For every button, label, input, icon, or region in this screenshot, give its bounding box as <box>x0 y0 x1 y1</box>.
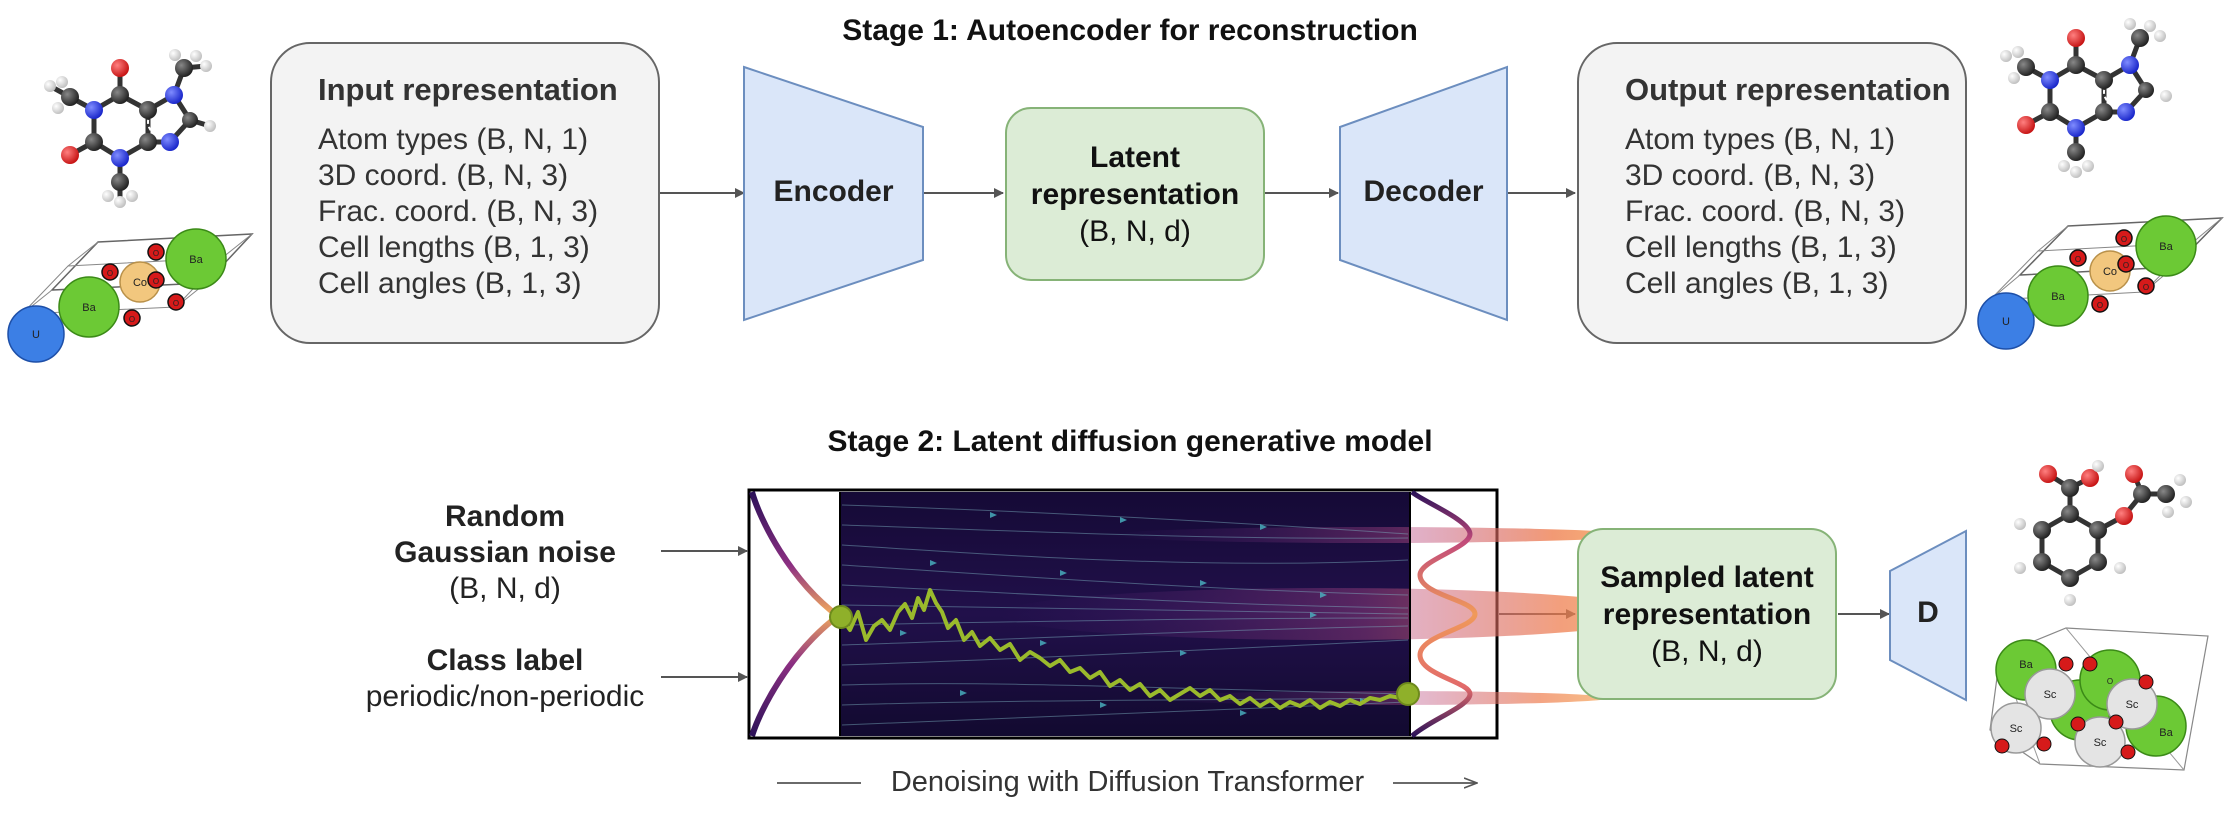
atom-label-o: O <box>2121 235 2127 244</box>
atom-label-sc: Sc <box>2094 737 2107 749</box>
atom-label-o: O <box>173 299 179 308</box>
flow-arrowheads <box>900 512 1367 716</box>
atom-label-ba: Ba <box>82 302 96 314</box>
atom-label-u: U <box>32 329 40 341</box>
atom-label-o: O <box>2097 301 2103 310</box>
atom-label-co: Co <box>2103 266 2117 278</box>
input-representation-box: Input representation Atom types (B, N, 1… <box>270 42 660 344</box>
d-decoder-trapezoid <box>1889 529 1967 702</box>
d-label: D <box>1917 596 1939 629</box>
output-heading: Output representation <box>1625 72 1951 107</box>
molecule-output-caffeine <box>2000 18 2172 178</box>
latent-line2: representation <box>1030 177 1240 211</box>
output-row: 3D coord. (B, N, 3) <box>1625 159 1876 192</box>
output-representation-box: Output representation Atom types (B, N, … <box>1577 42 1967 344</box>
decoder-label: Decoder <box>1363 175 1484 208</box>
atom-label-o: O <box>153 277 159 286</box>
output-row: Cell lengths (B, 1, 3) <box>1625 231 1897 264</box>
denoising-trajectory <box>839 588 1409 710</box>
latent-representation-box: Latent representation (B, N, d) <box>1005 107 1265 281</box>
trajectory-end-point <box>1396 682 1420 706</box>
right-multimodal-curve <box>1410 490 1478 738</box>
atom-label-ba: Ba <box>2019 659 2033 671</box>
input-row: Frac. coord. (B, N, 3) <box>318 195 599 228</box>
atom-label-o: O <box>129 315 135 324</box>
crystal-output <box>1977 215 2224 350</box>
atom-label-u: U <box>2002 316 2010 328</box>
output-row: Atom types (B, N, 1) <box>1625 123 1896 156</box>
atom-label-o: O <box>2143 283 2149 292</box>
flow-lines <box>841 504 1409 726</box>
sampled-line1: Sampled latent <box>1600 560 1814 594</box>
atom-label-o: O <box>153 249 159 258</box>
sampled-latent-box: Sampled latent representation (B, N, d) <box>1577 528 1837 700</box>
sampled-shape: (B, N, d) <box>1651 634 1763 668</box>
atom-label-ba: Ba <box>2159 727 2173 739</box>
atom-label-o: O <box>2123 261 2129 270</box>
molecule-input-caffeine <box>44 49 216 208</box>
molecule-generated-aspirin <box>2014 460 2192 606</box>
noise-line2: Gaussian noise <box>394 536 616 569</box>
decoder-trapezoid <box>1339 65 1508 322</box>
output-row: Cell angles (B, 1, 3) <box>1625 267 1889 300</box>
atom-label-sc: Sc <box>2044 689 2057 701</box>
atom-label-ba: Ba <box>2159 241 2173 253</box>
atom-label-o: O <box>107 269 113 278</box>
class-label-title: Class label <box>426 644 584 677</box>
stage1-title: Stage 1: Autoencoder for reconstruction <box>842 14 1418 47</box>
noise-line1: Random <box>445 500 565 533</box>
denoise-caption: Denoising with Diffusion Transformer <box>890 766 1365 798</box>
input-heading: Input representation <box>318 72 618 107</box>
crystal-generated <box>1989 627 2209 771</box>
input-row: Cell angles (B, 1, 3) <box>318 267 582 300</box>
sampled-line2: representation <box>1602 597 1812 631</box>
atom-label-ba: Ba <box>189 254 203 266</box>
diffusion-panel <box>747 488 1660 740</box>
atom-label-o: O <box>2075 255 2081 264</box>
trajectory-start-point <box>829 605 853 629</box>
atom-label-sc: Sc <box>2126 699 2139 711</box>
noise-shape: (B, N, d) <box>449 572 561 605</box>
encoder-trapezoid <box>743 65 924 322</box>
atom-label-co: Co <box>133 277 147 289</box>
crystal-input <box>7 228 254 363</box>
atom-label-sc: Sc <box>2010 723 2023 735</box>
encoder-label: Encoder <box>773 175 894 208</box>
atom-label-ba: Ba <box>2051 291 2065 303</box>
input-row: 3D coord. (B, N, 3) <box>318 159 569 192</box>
input-row: Atom types (B, N, 1) <box>318 123 589 156</box>
atom-label-o: O <box>2107 677 2113 686</box>
class-label-input: Class label periodic/non-periodic <box>350 643 660 715</box>
noise-input-label: Random Gaussian noise (B, N, d) <box>360 499 650 607</box>
stage2-title: Stage 2: Latent diffusion generative mod… <box>827 425 1433 458</box>
latent-shape: (B, N, d) <box>1079 214 1191 248</box>
latent-line1: Latent <box>1090 140 1180 174</box>
input-row: Cell lengths (B, 1, 3) <box>318 231 590 264</box>
class-label-values: periodic/non-periodic <box>365 680 645 713</box>
output-row: Frac. coord. (B, N, 3) <box>1625 195 1906 228</box>
